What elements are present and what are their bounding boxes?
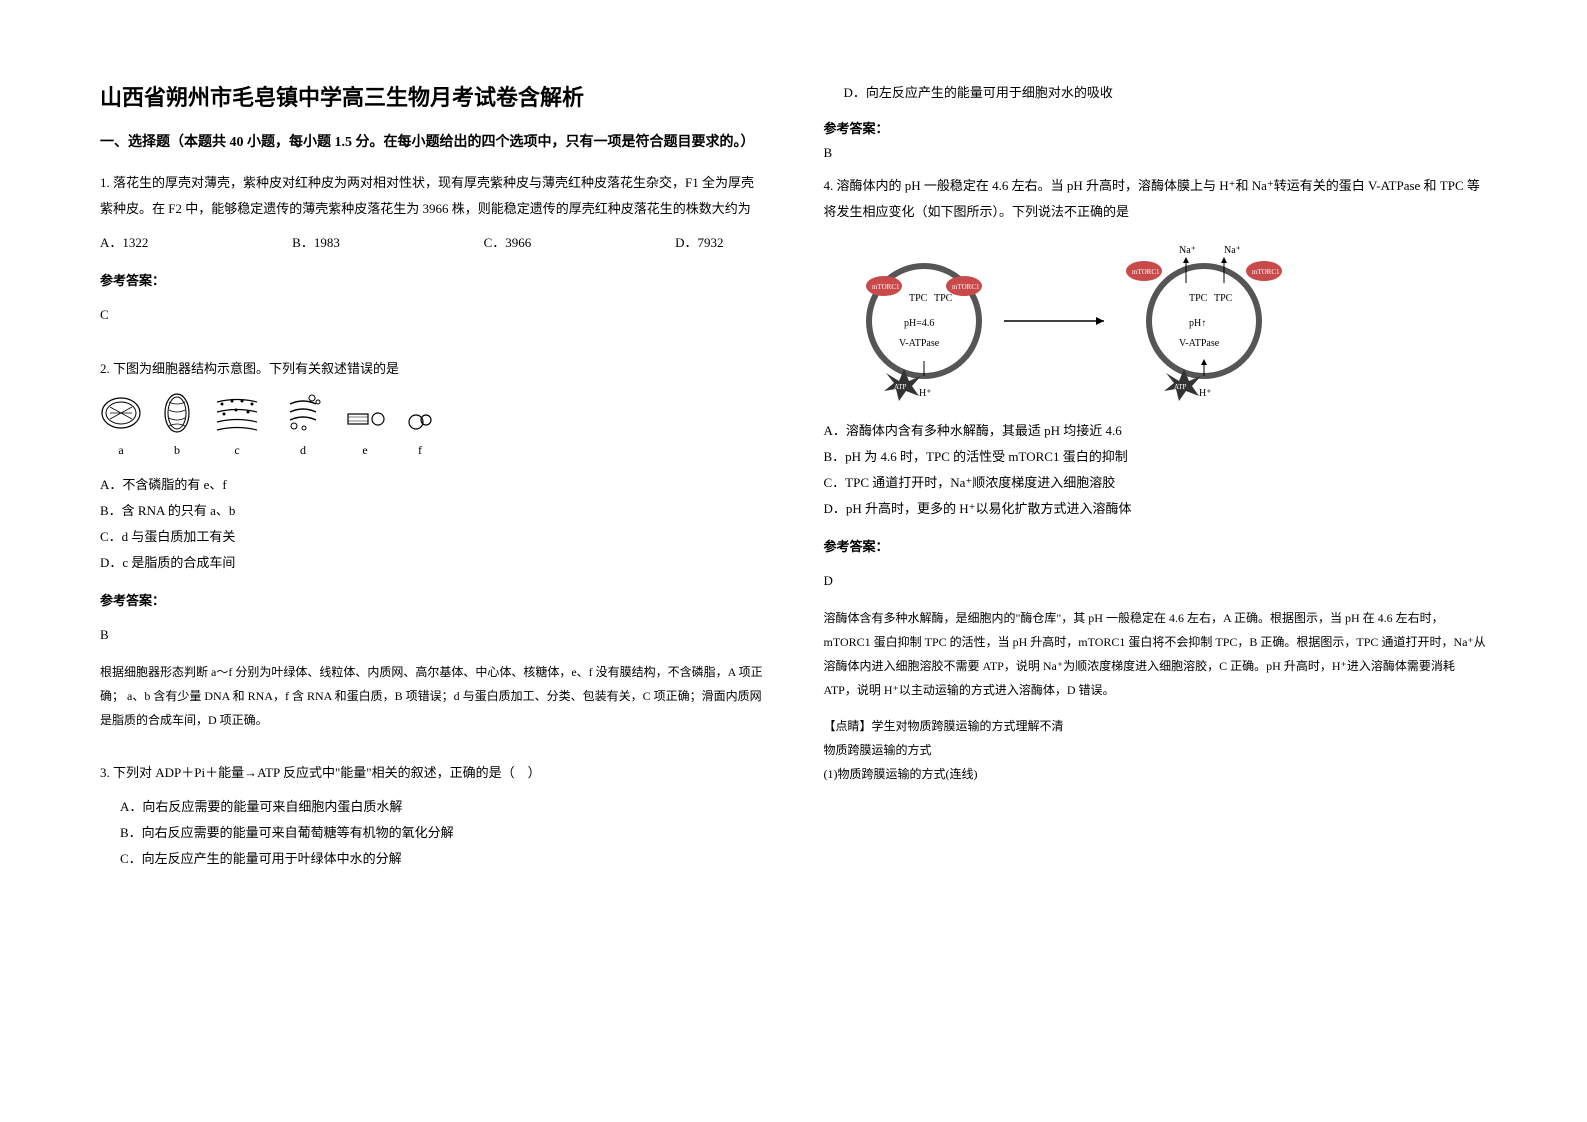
label-e: e — [362, 438, 367, 462]
question-1: 1. 落花生的厚壳对薄壳，紫种皮对红种皮为两对相对性状，现有厚壳紫种皮与薄壳红种… — [100, 170, 764, 340]
q3-opt-a: A．向右反应需要的能量可来自细胞内蛋白质水解 — [100, 794, 764, 820]
golgi-icon — [282, 392, 324, 434]
organelle-b: b — [162, 392, 192, 462]
question-3: 3. 下列对 ADP＋Pi＋能量→ATP 反应式中"能量"相关的叙述，正确的是（… — [100, 760, 764, 872]
chloroplast-icon — [100, 392, 142, 434]
q4-text: 4. 溶酶体内的 pH 一般稳定在 4.6 左右。当 pH 升高时，溶酶体膜上与… — [824, 173, 1488, 225]
q4-opt-a: A．溶酶体内含有多种水解酶，其最适 pH 均接近 4.6 — [824, 418, 1488, 444]
diag-right-ph: pH↑ — [1189, 318, 1206, 329]
organelle-e: e — [344, 404, 386, 462]
q3-answer-label: 参考答案： — [824, 118, 1488, 137]
q4-point-sub2: (1)物质跨膜运输的方式(连线) — [824, 762, 1488, 786]
q1-answer: C — [100, 302, 764, 328]
q2-opt-b: B．含 RNA 的只有 a、b — [100, 498, 764, 524]
organelle-a: a — [100, 392, 142, 462]
diag-right-atp: ATP — [1174, 383, 1187, 391]
q2-answer-label: 参考答案： — [100, 588, 764, 614]
q2-answer: B — [100, 622, 764, 648]
diag-left-mtorc1: mTORC1 — [872, 283, 900, 291]
q4-opt-c: C．TPC 通道打开时，Na⁺顺浓度梯度进入细胞溶胶 — [824, 470, 1488, 496]
diag-right-tpc2: TPC — [1214, 293, 1233, 304]
label-c: c — [234, 438, 239, 462]
q4-point-label: 【点睛】学生对物质跨膜运输的方式理解不清 — [824, 714, 1488, 738]
q2-diagram: a b c — [100, 392, 764, 462]
question-4: 4. 溶酶体内的 pH 一般稳定在 4.6 左右。当 pH 升高时，溶酶体膜上与… — [824, 173, 1488, 786]
diag-right-na2: Na⁺ — [1224, 245, 1241, 256]
section-1-header: 一、选择题（本题共 40 小题，每小题 1.5 分。在每小题给出的四个选项中，只… — [100, 132, 764, 154]
diag-right-mtorc2: mTORC1 — [1252, 268, 1280, 276]
q3-opt-d: D．向左反应产生的能量可用于细胞对水的吸收 — [824, 80, 1488, 106]
ribosome-icon — [406, 406, 434, 434]
label-b: b — [174, 438, 180, 462]
q1-opt-b: B．1983 — [292, 230, 340, 256]
right-column: D．向左反应产生的能量可用于细胞对水的吸收 参考答案： B 4. 溶酶体内的 p… — [824, 80, 1488, 1082]
q1-text: 1. 落花生的厚壳对薄壳，紫种皮对红种皮为两对相对性状，现有厚壳紫种皮与薄壳红种… — [100, 170, 764, 222]
page-title: 山西省朔州市毛皂镇中学高三生物月考试卷含解析 — [100, 80, 764, 112]
diag-right-tpc: TPC — [1189, 293, 1208, 304]
q1-opt-d: D．7932 — [675, 230, 723, 256]
diag-left-tpc2: TPC — [934, 293, 953, 304]
organelle-d: d — [282, 392, 324, 462]
diag-left-tpc: TPC — [909, 293, 928, 304]
q1-answer-label: 参考答案： — [100, 268, 764, 294]
q4-opt-b: B．pH 为 4.6 时，TPC 的活性受 mTORC1 蛋白的抑制 — [824, 444, 1488, 470]
q3-opt-b: B．向右反应需要的能量可来自葡萄糖等有机物的氧化分解 — [100, 820, 764, 846]
q3-text: 3. 下列对 ADP＋Pi＋能量→ATP 反应式中"能量"相关的叙述，正确的是（… — [100, 760, 764, 786]
left-column: 山西省朔州市毛皂镇中学高三生物月考试卷含解析 一、选择题（本题共 40 小题，每… — [100, 80, 764, 1082]
q2-explanation: 根据细胞器形态判断 a～f 分别为叶绿体、线粒体、内质网、高尔基体、中心体、核糖… — [100, 660, 764, 732]
organelle-c: c — [212, 392, 262, 462]
organelle-f: f — [406, 406, 434, 462]
q2-opt-c: C．d 与蛋白质加工有关 — [100, 524, 764, 550]
question-2: 2. 下图为细胞器结构示意图。下列有关叙述错误的是 a b — [100, 356, 764, 744]
q1-opt-c: C．3966 — [484, 230, 532, 256]
centriole-icon — [344, 404, 386, 434]
q4-answer: D — [824, 568, 1488, 594]
label-d: d — [300, 438, 306, 462]
q4-explanation: 溶酶体含有多种水解酶，是细胞内的"酶仓库"，其 pH 一般稳定在 4.6 左右，… — [824, 606, 1488, 702]
diag-left-atp: ATP — [894, 383, 907, 391]
er-icon — [212, 392, 262, 434]
label-a: a — [118, 438, 123, 462]
q4-answer-label: 参考答案： — [824, 534, 1488, 560]
q1-options: A．1322 B．1983 C．3966 D．7932 — [100, 230, 764, 256]
diag-left-ph: pH=4.6 — [904, 318, 934, 329]
q2-opt-a: A．不含磷脂的有 e、f — [100, 472, 764, 498]
q2-text: 2. 下图为细胞器结构示意图。下列有关叙述错误的是 — [100, 356, 764, 382]
q3-answer: B — [824, 145, 1488, 161]
diag-right-mtorc1: mTORC1 — [1132, 268, 1160, 276]
label-f: f — [418, 438, 422, 462]
mitochondrion-icon — [162, 392, 192, 434]
q1-opt-a: A．1322 — [100, 230, 148, 256]
q2-opt-d: D．c 是脂质的合成车间 — [100, 550, 764, 576]
q4-opt-d: D．pH 升高时，更多的 H⁺以易化扩散方式进入溶酶体 — [824, 496, 1488, 522]
diag-left-mtorc2: mTORC1 — [952, 283, 980, 291]
diag-left-h: H⁺ — [919, 388, 932, 399]
q4-diagram: TPC TPC pH=4.6 V-ATPase mTORC1 mTORC1 AT… — [824, 241, 1344, 401]
q3-opt-c: C．向左反应产生的能量可用于叶绿体中水的分解 — [100, 846, 764, 872]
q4-point-sub1: 物质跨膜运输的方式 — [824, 738, 1488, 762]
diag-right-h: H⁺ — [1199, 388, 1212, 399]
diag-right-na1: Na⁺ — [1179, 245, 1196, 256]
diag-left-vatpase: V-ATPase — [899, 338, 940, 349]
diag-right-vatpase: V-ATPase — [1179, 338, 1220, 349]
